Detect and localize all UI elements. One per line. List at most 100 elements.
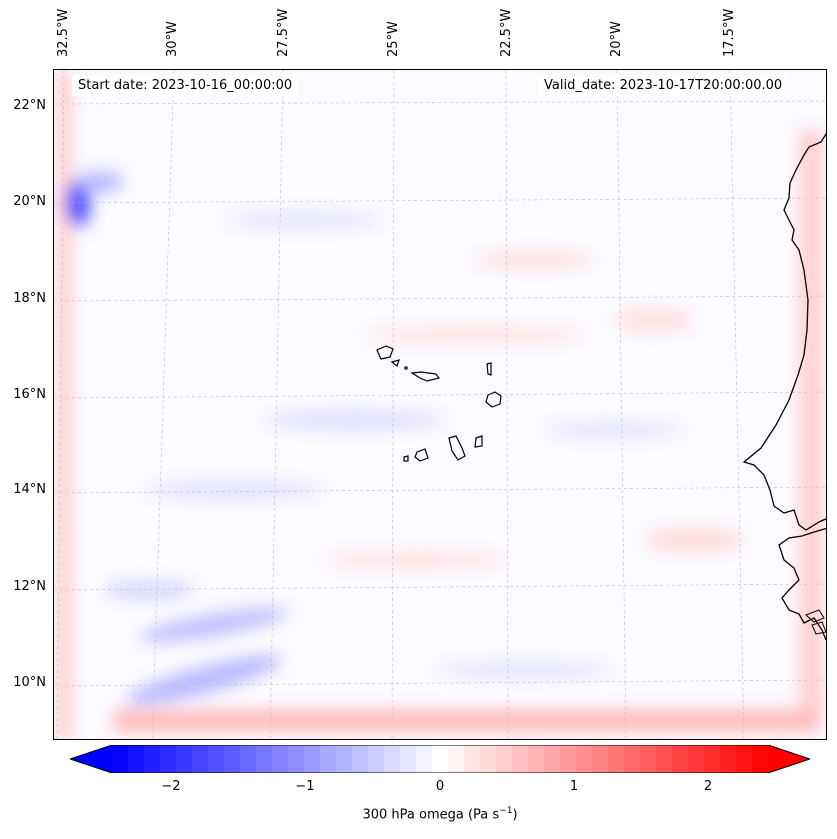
colorbar-tick-2: 2 [703,779,713,794]
colorbar-cell [752,745,769,773]
coastline-bijagos-1 [805,609,825,623]
colorbar-cell [656,745,673,773]
colorbar-cell [112,745,129,773]
ascent-core-20n [66,179,90,227]
lon-label-22-5w: 22.5°W [499,8,514,57]
colorbar-cell [400,745,417,773]
lon-label-32-5w: 32.5°W [56,8,71,57]
valid-date-label: Valid_date: 2023-10-17T20:00:00.00 [538,75,789,96]
colorbar-cell [560,745,577,773]
island-sal [486,362,492,376]
gridline-lon-27-5w [269,70,284,739]
colorbar-cell [480,745,497,773]
gridline-lon-32-5w [56,70,65,739]
colorbar-cell [608,745,625,773]
colorbar-cell [528,745,545,773]
ascent-patch-20n [224,211,384,229]
lon-label-27-5w: 27.5°W [276,8,291,57]
colorbar-cell [720,745,737,773]
colorbar-cell [592,745,609,773]
gridline-lon-22-5w [505,70,509,739]
colorbar-cell [432,745,449,773]
lon-label-20w: 20°W [609,21,624,57]
colorbar [70,745,810,773]
colorbar-low-extension [70,745,112,773]
ascent-band-10n [126,655,282,705]
island-santo-antao [376,345,394,360]
colorbar-cell [256,745,273,773]
ascent-patch-15n [544,422,684,438]
colorbar-cell [416,745,433,773]
descent-patch-18n-east [614,308,694,332]
cape-verde-islands [376,345,502,462]
colorbar-cells [112,745,769,773]
colorbar-cell [304,745,321,773]
colorbar-tick-1: 1 [569,779,579,794]
island-santa-luzia [404,366,408,370]
east-boundary-descent [800,130,822,730]
lat-label-12n: 12°N [13,579,46,594]
colorbar-cell [544,745,561,773]
colorbar-cell [688,745,705,773]
gridline-lon-17-5w [729,70,745,739]
gridline-lon-20w [616,70,627,739]
colorbar-cell [704,745,721,773]
coastline-bijagos-2 [811,621,826,635]
colorbar-cell [368,745,385,773]
lon-label-25w: 25°W [386,21,401,57]
colorbar-cell [336,745,353,773]
colorbar-label-close: ) [512,807,518,823]
colorbar-cell [288,745,305,773]
colorbar-cell [272,745,289,773]
colorbar-outline [70,745,810,773]
colorbar-cell [240,745,257,773]
gridline-lon-25w [391,70,395,739]
colorbar-cell [176,745,193,773]
lat-label-10n: 10°N [13,675,46,690]
descent-patch-19n [474,252,594,268]
island-maio [474,435,483,448]
colorbar-cell [624,745,641,773]
colorbar-cell [384,745,401,773]
colorbar-tick-neg2: −2 [161,779,181,794]
lon-label-17-5w: 17.5°W [722,8,737,57]
island-boa-vista [485,391,502,408]
descent-patch-13n [324,551,504,569]
colorbar-high-extension [768,745,810,773]
colorbar-cell [224,745,241,773]
lat-label-14n: 14°N [13,482,46,497]
start-date-label: Start date: 2023-10-16_00:00:00 [72,75,299,96]
colorbar-cell [208,745,225,773]
ascent-lobe-20n [75,172,123,192]
island-fogo [414,448,429,462]
colorbar-tick-neg1: −1 [295,779,315,794]
ascent-patch-15n-west [144,481,324,499]
colorbar-cell [320,745,337,773]
colorbar-cell [128,745,145,773]
gridline-lon-30w [151,70,175,739]
colorbar-cell [192,745,209,773]
ascent-band-12n [104,581,194,599]
colorbar-cell [736,745,753,773]
ascent-patch-10n [434,661,614,679]
colorbar-cell [448,745,465,773]
lon-label-30w: 30°W [165,21,180,57]
coastline-guinea-bissau [778,527,826,641]
lat-label-22n: 22°N [13,98,46,113]
island-sao-nicolau [410,371,441,382]
colorbar-cell [496,745,513,773]
ascent-band-11n [140,608,288,642]
colorbar-label-exponent: −1 [499,806,513,816]
island-brava [403,455,409,462]
omega-field-map [54,70,826,739]
colorbar-cell [144,745,161,773]
lat-label-18n: 18°N [13,291,46,306]
island-sao-vicente [390,359,400,368]
colorbar-cell [512,745,529,773]
colorbar-cell [640,745,657,773]
colorbar-cell [352,745,369,773]
colorbar-cell [672,745,689,773]
lat-label-20n: 20°N [13,194,46,209]
colorbar-label-text: 300 hPa omega (Pa s [362,807,500,823]
west-boundary-descent [56,70,72,739]
